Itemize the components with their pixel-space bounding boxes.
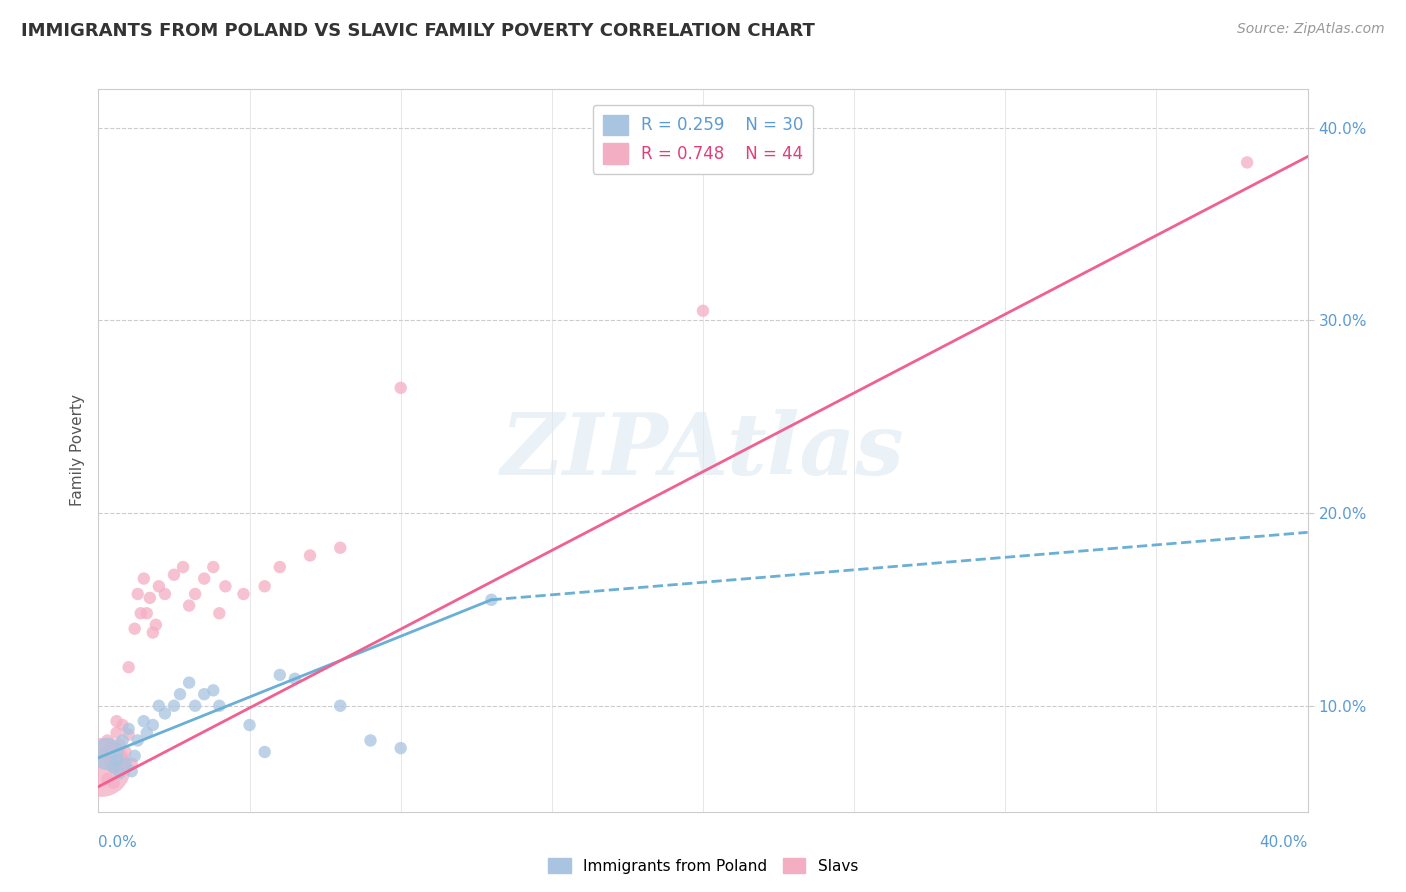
Point — [169, 687, 191, 701]
Point — [105, 725, 128, 739]
Point — [1236, 155, 1258, 169]
Point — [105, 753, 128, 767]
Point — [118, 728, 141, 742]
Point — [163, 698, 186, 713]
Point — [148, 579, 170, 593]
Point — [124, 748, 146, 763]
Point — [389, 741, 412, 756]
Point — [142, 625, 165, 640]
Point — [96, 747, 118, 761]
Point — [269, 560, 291, 574]
Point — [121, 764, 143, 779]
Point — [127, 733, 149, 747]
Point — [269, 668, 291, 682]
Point — [111, 753, 134, 767]
Point — [232, 587, 254, 601]
Point — [111, 733, 134, 747]
Point — [184, 698, 207, 713]
Point — [163, 567, 186, 582]
Point — [193, 687, 215, 701]
Point — [145, 617, 167, 632]
Point — [100, 741, 122, 756]
Point — [129, 607, 152, 621]
Point — [103, 776, 125, 790]
Text: 0.0%: 0.0% — [98, 835, 138, 850]
Point — [329, 541, 352, 555]
Point — [329, 698, 352, 713]
Point — [299, 549, 322, 563]
Point — [108, 737, 131, 751]
Point — [208, 698, 231, 713]
Point — [481, 592, 503, 607]
Point — [389, 381, 412, 395]
Point — [692, 303, 714, 318]
Text: Source: ZipAtlas.com: Source: ZipAtlas.com — [1237, 22, 1385, 37]
Point — [239, 718, 262, 732]
Point — [135, 607, 157, 621]
Point — [114, 745, 136, 759]
Point — [193, 572, 215, 586]
Point — [179, 675, 201, 690]
Point — [253, 745, 276, 759]
Point — [253, 579, 276, 593]
Point — [202, 683, 225, 698]
Point — [105, 714, 128, 728]
Point — [148, 698, 170, 713]
Text: ZIPAtlas: ZIPAtlas — [501, 409, 905, 492]
Point — [132, 714, 155, 728]
Point — [100, 756, 122, 771]
Point — [108, 764, 131, 779]
Point — [127, 587, 149, 601]
Point — [202, 560, 225, 574]
Y-axis label: Family Poverty: Family Poverty — [69, 394, 84, 507]
Point — [121, 756, 143, 771]
Legend: Immigrants from Poland, Slavs: Immigrants from Poland, Slavs — [541, 852, 865, 880]
Point — [142, 718, 165, 732]
Point — [284, 672, 307, 686]
Point — [118, 660, 141, 674]
Point — [90, 760, 112, 774]
Point — [108, 766, 131, 780]
Point — [153, 706, 176, 721]
Point — [96, 772, 118, 786]
Point — [132, 572, 155, 586]
Point — [111, 718, 134, 732]
Point — [103, 760, 125, 774]
Point — [135, 725, 157, 739]
Point — [172, 560, 194, 574]
Point — [93, 747, 115, 761]
Legend: R = 0.259    N = 30, R = 0.748    N = 44: R = 0.259 N = 30, R = 0.748 N = 44 — [593, 104, 813, 174]
Point — [114, 756, 136, 771]
Point — [139, 591, 162, 605]
Point — [214, 579, 236, 593]
Point — [103, 760, 125, 774]
Text: IMMIGRANTS FROM POLAND VS SLAVIC FAMILY POVERTY CORRELATION CHART: IMMIGRANTS FROM POLAND VS SLAVIC FAMILY … — [21, 22, 815, 40]
Point — [360, 733, 382, 747]
Point — [208, 607, 231, 621]
Point — [179, 599, 201, 613]
Point — [124, 622, 146, 636]
Point — [184, 587, 207, 601]
Point — [118, 722, 141, 736]
Point — [153, 587, 176, 601]
Text: 40.0%: 40.0% — [1260, 835, 1308, 850]
Point — [96, 733, 118, 747]
